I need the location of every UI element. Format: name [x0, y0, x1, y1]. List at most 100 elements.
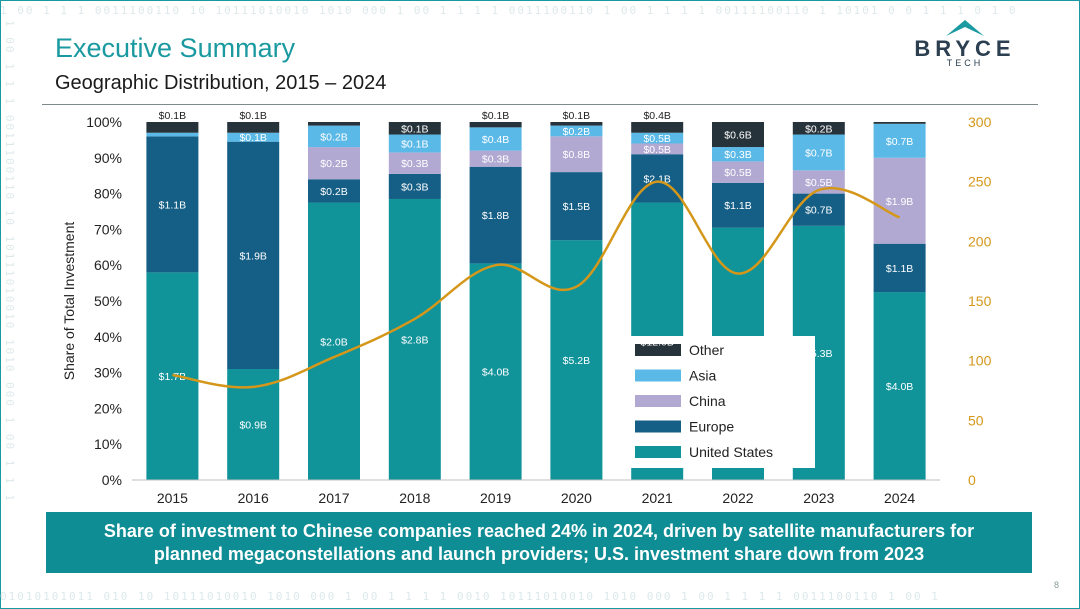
- y-tick-label: 80%: [94, 186, 122, 202]
- bar-segment-europe: [227, 141, 280, 370]
- data-label: $0.1B: [239, 110, 266, 122]
- bar-segment-other: [146, 122, 199, 133]
- y2-tick-label: 200: [968, 233, 992, 249]
- data-label: $0.9B: [239, 420, 266, 432]
- data-label: $0.1B: [401, 138, 428, 150]
- bar-segment-asia: [308, 125, 360, 148]
- data-label: $1.9B: [239, 250, 266, 262]
- bar-segment-china: [388, 152, 441, 174]
- bar-segment-europe: [388, 173, 441, 199]
- data-label: $0.4B: [482, 134, 509, 146]
- bar-segment-asia: [227, 132, 280, 142]
- bar-segment-united-states: [873, 292, 926, 480]
- data-label: $2.8B: [401, 334, 428, 346]
- x-tick-label: 2020: [561, 490, 592, 506]
- legend-swatch: [635, 344, 681, 356]
- header-divider: [42, 104, 1038, 105]
- y2-tick-label: 50: [968, 412, 984, 428]
- data-label: $0.1B: [563, 110, 590, 122]
- data-label: $0.1B: [401, 123, 428, 135]
- legend-label: Europe: [689, 419, 734, 435]
- bar-segment-europe: [469, 166, 522, 264]
- legend-label: United States: [689, 444, 773, 460]
- bar-segment-asia: [792, 134, 845, 171]
- y-tick-label: 90%: [94, 150, 122, 166]
- legend-label: China: [689, 393, 726, 409]
- legend-swatch: [635, 446, 681, 458]
- y-tick-label: 70%: [94, 221, 122, 237]
- summary-banner: Share of investment to Chinese companies…: [46, 512, 1032, 573]
- bar-segment-united-states: [550, 240, 603, 480]
- bar-segment-united-states: [308, 202, 360, 481]
- data-label: $0.3B: [724, 149, 751, 161]
- bar-segment-asia: [146, 132, 199, 137]
- bar-segment-europe: [873, 243, 926, 293]
- data-label: $5.2B: [563, 355, 590, 367]
- bar-segment-china: [308, 147, 360, 180]
- x-tick-label: 2023: [803, 490, 834, 506]
- data-label: $0.1B: [159, 110, 186, 122]
- bar-segment-other: [388, 122, 441, 135]
- data-label: $0.4B: [643, 110, 670, 122]
- data-label: $4.0B: [482, 367, 509, 379]
- deals-line: [172, 180, 901, 389]
- data-label: $0.2B: [320, 158, 347, 170]
- decorative-binary-bottom: 01010101011 010 10 10111010010 1010 000 …: [0, 590, 940, 603]
- bar-segment-asia: [469, 127, 522, 151]
- bar-segment-europe: [792, 193, 845, 226]
- geographic-distribution-chart: 0% 10% 20% 30% 40% 50% 60% 70% 80% 90% 100% 0 50 100 1…: [61, 110, 992, 506]
- y-tick-label: 10%: [94, 436, 122, 452]
- y-tick-label: 20%: [94, 400, 122, 416]
- y-tick-label: 30%: [94, 365, 122, 381]
- bar-segment-other: [227, 122, 280, 133]
- bar-segment-asia: [873, 123, 926, 158]
- bar-segment-other: [550, 122, 603, 126]
- bar-segment-other: [631, 122, 684, 133]
- x-tick-label: 2018: [399, 490, 430, 506]
- bar-segment-europe: [308, 179, 360, 203]
- data-label: $1.8B: [482, 210, 509, 222]
- bar-segment-china: [631, 143, 684, 155]
- data-label: $4.0B: [886, 381, 913, 393]
- bar-segment-other: [308, 122, 360, 126]
- y-tick-label: 60%: [94, 257, 122, 273]
- x-tick-label: 2024: [884, 490, 915, 506]
- data-label: $2.0B: [320, 336, 347, 348]
- logo-arrow-icon: [946, 20, 984, 36]
- page-title: Executive Summary: [55, 33, 296, 63]
- bar-segment-other: [873, 122, 926, 124]
- y-tick-label: 100%: [86, 114, 122, 130]
- data-label: $5.9B: [724, 349, 751, 361]
- data-label: $0.7B: [805, 147, 832, 159]
- bar-segment-china: [873, 157, 926, 244]
- data-label: $1.5B: [563, 201, 590, 213]
- legend-swatch: [635, 369, 681, 382]
- bar-segment-asia: [631, 132, 684, 144]
- data-label: $0.2B: [805, 123, 832, 135]
- data-label: $0.7B: [805, 205, 832, 217]
- decorative-binary-top: 1 00 1 1 1 0011100110 10 10111010010 101…: [0, 4, 1018, 17]
- bar-segment-china: [550, 136, 603, 173]
- x-tick-label: 2021: [642, 490, 673, 506]
- y-tick-label: 50%: [94, 293, 122, 309]
- legend-swatch: [635, 395, 681, 407]
- data-label: $1.1B: [724, 200, 751, 212]
- data-label: $1.1B: [159, 199, 186, 211]
- page-number: 8: [1054, 580, 1060, 590]
- data-label: $0.3B: [482, 154, 509, 166]
- y2-tick-label: 0: [968, 472, 976, 488]
- data-label: $0.6B: [724, 130, 751, 142]
- data-label: $0.2B: [563, 126, 590, 138]
- data-label: $0.2B: [320, 186, 347, 198]
- data-label: $12.0B: [641, 336, 674, 348]
- bar-segment-other: [712, 122, 764, 148]
- legend-label: Asia: [689, 368, 716, 384]
- data-label: $1.1B: [886, 263, 913, 275]
- legend-label: Other: [689, 342, 724, 358]
- bar-segment-asia: [712, 147, 764, 162]
- y-tick-label: 0%: [102, 472, 122, 488]
- bar-segment-asia: [550, 125, 603, 137]
- y2-tick-label: 250: [968, 174, 992, 190]
- data-label: $0.5B: [643, 144, 670, 156]
- data-label: $1.7B: [159, 371, 186, 383]
